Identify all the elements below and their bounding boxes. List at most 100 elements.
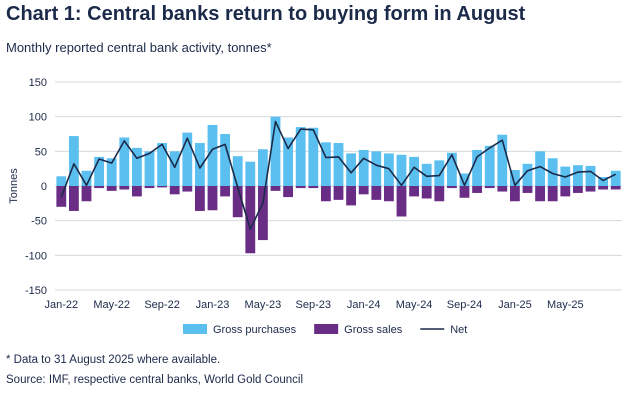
bar-gross-sales: [383, 186, 394, 202]
y-tick-label: -150: [25, 285, 47, 297]
y-tick-label: 100: [29, 112, 47, 124]
bar-gross-sales: [207, 186, 218, 211]
bar-gross-purchases: [509, 170, 520, 186]
bar-gross-sales: [409, 186, 420, 197]
x-tick-label: Sep-22: [144, 299, 179, 311]
footnote-source: Source: IMF, respective central banks, W…: [6, 374, 303, 386]
x-tick-label: May-23: [245, 299, 282, 311]
bar-gross-purchases: [220, 134, 231, 186]
bar-gross-sales: [320, 186, 331, 202]
bar-gross-purchases: [371, 151, 382, 186]
x-tick-label: May-22: [93, 299, 130, 311]
bar-gross-purchases: [245, 161, 256, 186]
x-tick-label: Sep-23: [296, 299, 331, 311]
bar-gross-sales: [81, 186, 92, 202]
bar-gross-purchases: [257, 149, 268, 186]
bar-gross-sales: [308, 186, 319, 189]
bar-gross-sales: [522, 186, 533, 193]
bar-gross-purchases: [283, 137, 294, 186]
bar-gross-purchases: [484, 145, 495, 186]
bar-gross-purchases: [572, 165, 583, 186]
bar-gross-sales: [169, 186, 180, 195]
bar-gross-sales: [220, 186, 231, 197]
chart-subtitle: Monthly reported central bank activity, …: [6, 40, 272, 55]
bar-gross-purchases: [446, 152, 457, 186]
bar-gross-purchases: [409, 156, 420, 186]
bar-gross-sales: [585, 186, 596, 192]
bar-gross-sales: [68, 186, 79, 211]
bar-gross-purchases: [472, 149, 483, 186]
x-tick-label: Jan-24: [347, 299, 381, 311]
bar-gross-sales: [434, 186, 445, 202]
legend-label: Gross purchases: [213, 324, 297, 336]
bar-gross-sales: [371, 186, 382, 200]
footnote-data-note: * Data to 31 August 2025 where available…: [6, 354, 221, 366]
bar-gross-purchases: [270, 116, 281, 186]
bar-gross-purchases: [81, 170, 92, 186]
bar-gross-purchases: [144, 151, 155, 186]
bar-gross-purchases: [157, 143, 168, 186]
bar-gross-purchases: [346, 153, 357, 186]
bar-gross-sales: [472, 186, 483, 193]
y-tick-label: -100: [25, 250, 47, 262]
bar-gross-sales: [560, 186, 571, 197]
bar-gross-sales: [572, 186, 583, 193]
bar-gross-purchases: [522, 163, 533, 186]
bar-gross-purchases: [169, 151, 180, 186]
bar-gross-purchases: [497, 134, 508, 186]
x-tick-label: May-24: [396, 299, 433, 311]
line-net: [60, 120, 617, 230]
bar-gross-purchases: [207, 124, 218, 186]
legend-swatch: [183, 324, 207, 334]
bar-gross-purchases: [295, 127, 306, 186]
bar-gross-sales: [283, 186, 294, 198]
bar-gross-sales: [598, 186, 609, 190]
bar-gross-sales: [446, 186, 457, 189]
bar-gross-purchases: [396, 154, 407, 186]
bar-gross-sales: [157, 186, 168, 188]
bar-gross-purchases: [320, 142, 331, 186]
bar-gross-purchases: [308, 127, 319, 186]
x-tick-label: Jan-23: [196, 299, 230, 311]
bar-gross-sales: [535, 186, 546, 202]
bar-gross-sales: [497, 186, 508, 192]
bar-gross-sales: [106, 186, 117, 191]
bar-gross-purchases: [182, 132, 193, 186]
bar-gross-sales: [131, 186, 142, 197]
bar-gross-purchases: [106, 158, 117, 186]
bar-chart: 150 100 50 0 -50 -100 -150 Tonnes Jan-22 May-22 Se…: [8, 77, 622, 336]
y-tick-label: 150: [29, 77, 47, 89]
bar-gross-sales: [459, 186, 470, 198]
legend-label: Gross sales: [344, 324, 403, 336]
bar-gross-sales: [295, 186, 306, 189]
bar-gross-sales: [144, 186, 155, 189]
bar-gross-purchases: [56, 176, 67, 186]
bar-gross-purchases: [119, 137, 130, 186]
y-tick-label: 0: [41, 181, 47, 193]
x-tick-label: Sep-24: [447, 299, 482, 311]
bar-gross-purchases: [547, 158, 558, 186]
y-tick-label: -50: [31, 216, 47, 228]
x-tick-label: May-25: [547, 299, 584, 311]
y-tick-label: 50: [35, 146, 47, 158]
bar-gross-sales: [358, 186, 369, 195]
bar-gross-sales: [94, 186, 105, 189]
bar-gross-purchases: [610, 170, 621, 186]
bar-gross-sales: [509, 186, 520, 202]
bar-gross-purchases: [94, 156, 105, 186]
bar-gross-purchases: [131, 147, 142, 186]
bar-gross-sales: [547, 186, 558, 202]
bar-gross-sales: [333, 186, 344, 200]
bar-gross-purchases: [232, 156, 243, 186]
bar-gross-purchases: [459, 173, 470, 186]
legend-label: Net: [450, 324, 467, 336]
bar-gross-sales: [182, 186, 193, 192]
bar-gross-sales: [245, 186, 256, 254]
y-axis-label: Tonnes: [8, 168, 20, 204]
bar-gross-purchases: [585, 165, 596, 186]
x-tick-label: Jan-22: [44, 299, 78, 311]
bar-gross-sales: [421, 186, 432, 199]
bar-gross-purchases: [434, 160, 445, 186]
legend-swatch: [314, 324, 339, 334]
bar-gross-purchases: [421, 163, 432, 186]
